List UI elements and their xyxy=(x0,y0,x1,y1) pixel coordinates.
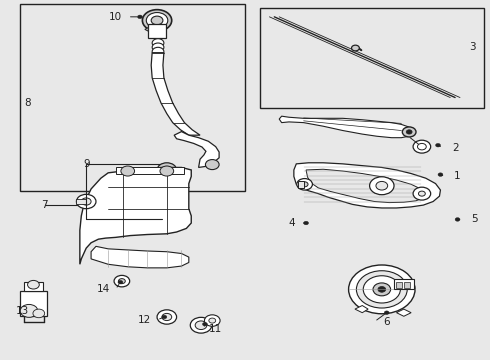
Circle shape xyxy=(162,314,172,320)
Circle shape xyxy=(301,182,308,187)
Bar xyxy=(148,24,166,39)
Circle shape xyxy=(369,177,394,195)
Polygon shape xyxy=(396,309,411,316)
Bar xyxy=(394,279,414,289)
Polygon shape xyxy=(306,169,426,203)
Circle shape xyxy=(27,280,39,289)
Circle shape xyxy=(351,45,359,51)
Circle shape xyxy=(348,265,415,314)
Text: 10: 10 xyxy=(109,12,122,22)
Circle shape xyxy=(406,130,412,134)
Text: 12: 12 xyxy=(138,315,151,325)
Circle shape xyxy=(76,194,96,209)
Bar xyxy=(24,282,43,291)
Circle shape xyxy=(152,43,164,51)
Circle shape xyxy=(356,271,407,308)
Circle shape xyxy=(195,321,207,329)
Circle shape xyxy=(162,315,167,319)
Bar xyxy=(20,291,47,316)
Circle shape xyxy=(33,309,45,318)
Text: 6: 6 xyxy=(383,317,390,327)
Circle shape xyxy=(209,318,216,323)
Circle shape xyxy=(376,181,388,190)
Bar xyxy=(20,4,245,191)
Text: 14: 14 xyxy=(97,284,110,294)
Circle shape xyxy=(138,15,143,19)
Text: 4: 4 xyxy=(288,218,294,228)
Bar xyxy=(298,181,304,188)
Polygon shape xyxy=(279,116,411,138)
Circle shape xyxy=(119,279,125,284)
Circle shape xyxy=(417,143,426,150)
Circle shape xyxy=(151,16,163,25)
Circle shape xyxy=(297,179,313,190)
Circle shape xyxy=(384,311,389,315)
Circle shape xyxy=(81,198,91,205)
Polygon shape xyxy=(355,306,368,313)
Bar xyxy=(404,282,410,288)
Text: 9: 9 xyxy=(83,159,90,169)
Polygon shape xyxy=(91,246,189,268)
Circle shape xyxy=(118,280,123,284)
Circle shape xyxy=(162,166,172,174)
Polygon shape xyxy=(80,167,191,264)
Circle shape xyxy=(121,166,135,176)
Text: 8: 8 xyxy=(24,98,31,108)
Text: 11: 11 xyxy=(209,324,222,334)
Circle shape xyxy=(204,315,220,326)
Circle shape xyxy=(160,166,173,176)
Circle shape xyxy=(205,159,219,170)
Bar xyxy=(260,8,485,108)
Circle shape xyxy=(373,283,391,296)
Text: 2: 2 xyxy=(452,143,459,153)
Circle shape xyxy=(455,218,460,221)
Polygon shape xyxy=(174,132,219,167)
Text: 3: 3 xyxy=(469,42,475,52)
Bar xyxy=(76,199,86,204)
Circle shape xyxy=(413,140,431,153)
Polygon shape xyxy=(294,163,441,208)
Polygon shape xyxy=(145,28,148,31)
Circle shape xyxy=(436,143,441,147)
Circle shape xyxy=(202,322,207,326)
Circle shape xyxy=(157,163,176,177)
Circle shape xyxy=(143,10,172,31)
Bar xyxy=(396,282,402,288)
Bar xyxy=(116,167,184,174)
Circle shape xyxy=(413,187,431,200)
Circle shape xyxy=(114,275,130,287)
Circle shape xyxy=(402,127,416,137)
Text: 13: 13 xyxy=(16,306,29,316)
Circle shape xyxy=(147,13,168,28)
Circle shape xyxy=(20,305,38,318)
Text: 1: 1 xyxy=(454,171,461,181)
Circle shape xyxy=(152,39,164,47)
Text: 7: 7 xyxy=(41,200,48,210)
Text: 5: 5 xyxy=(471,215,478,224)
Circle shape xyxy=(152,47,164,56)
Circle shape xyxy=(363,276,400,303)
Circle shape xyxy=(157,310,176,324)
Circle shape xyxy=(438,173,443,176)
Circle shape xyxy=(378,287,386,292)
Polygon shape xyxy=(151,53,200,135)
Circle shape xyxy=(190,318,212,333)
Circle shape xyxy=(418,191,425,196)
Circle shape xyxy=(304,221,309,225)
